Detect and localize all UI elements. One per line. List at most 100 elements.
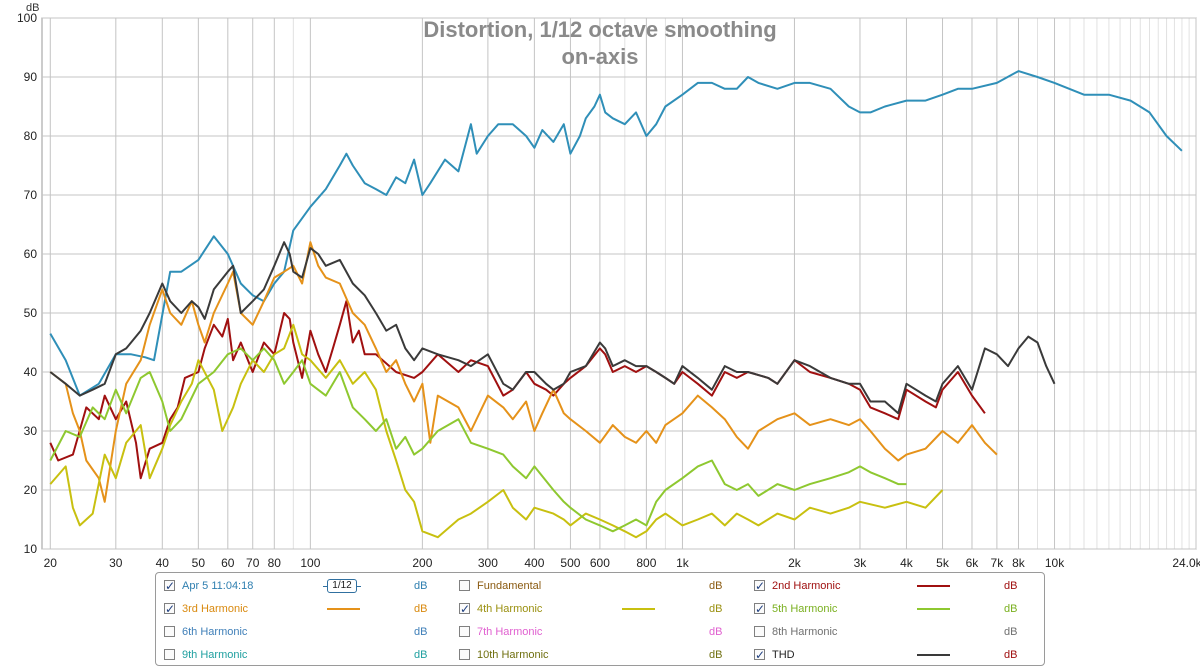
check-icon: ✓ [755,648,766,662]
series-line [49,347,907,533]
x-tick-label: 800 [636,556,656,570]
x-tick-label: 1k [676,556,690,570]
legend-unit: dB [414,603,428,615]
legend-checkbox[interactable] [459,626,470,637]
legend-checkbox[interactable] [164,649,175,660]
legend-label: 2nd Harmonic [772,580,841,592]
series-line [49,70,1183,397]
y-tick-label: 10 [24,542,38,556]
x-tick-label: 100 [300,556,320,570]
y-tick-label: 40 [24,365,38,379]
y-axis-unit: dB [26,2,39,14]
legend-item[interactable]: 8th Harmonic dB [754,623,1029,641]
x-tick-label: 20 [44,556,58,570]
legend-item[interactable]: ✓ 4th Harmonic dB [459,600,734,618]
x-tick-label: 10k [1045,556,1065,570]
legend-checkbox[interactable]: ✓ [754,579,765,593]
x-tick-label: 3k [854,556,868,570]
legend-checkbox[interactable] [754,626,765,637]
plot-background [41,17,1197,550]
legend-checkbox[interactable]: ✓ [164,602,175,616]
x-tick-label: 2k [788,556,802,570]
x-tick-label: 5k [936,556,950,570]
x-tick-label: 6k [966,556,980,570]
legend-label: 3rd Harmonic [182,603,249,615]
legend-checkbox[interactable] [459,580,470,591]
y-tick-label: 60 [24,247,38,261]
legend-item[interactable]: ✓ THD dB [754,646,1029,664]
legend-checkbox[interactable]: ✓ [754,648,765,662]
legend-item[interactable]: 7th Harmonic dB [459,623,734,641]
legend-item[interactable]: ✓ 5th Harmonic dB [754,600,1029,618]
legend-unit: dB [709,603,723,615]
legend-swatch [622,608,655,610]
y-tick-label: 20 [24,483,38,497]
y-tick-label: 30 [24,424,38,438]
legend-item[interactable]: ✓ Apr 5 11:04:18 1/12 dB [164,577,439,595]
legend-checkbox[interactable] [164,626,175,637]
chart-subtitle: on-axis [561,44,638,69]
legend-label: 8th Harmonic [772,626,838,638]
chart-title: Distortion, 1/12 octave smoothing [423,17,776,42]
distortion-chart: 10 20 30 40 50 60 70 80 90 100 20 30 40 50 60 70 80 100 20… [17,2,1200,570]
legend-label: 9th Harmonic [182,649,248,661]
legend-item[interactable]: 6th Harmonic dB [164,623,439,641]
legend-swatch [917,608,950,610]
x-tick-label: 50 [192,556,206,570]
legend-item[interactable]: ✓ 2nd Harmonic dB [754,577,1029,595]
legend-label: 5th Harmonic [772,603,838,615]
series-line [49,323,944,539]
legend-unit: dB [1004,603,1018,615]
legend-unit: dB [1004,626,1018,638]
check-icon: ✓ [460,602,471,616]
legend-unit: dB [1004,649,1018,661]
legend-unit: dB [1004,580,1018,592]
legend-label: Fundamental [477,580,542,592]
legend-item[interactable]: Fundamental dB [459,577,734,595]
check-icon: ✓ [755,602,766,616]
legend-checkbox[interactable]: ✓ [754,602,765,616]
check-icon: ✓ [165,579,176,593]
x-tick-label: 30 [109,556,123,570]
legend-swatch [327,608,360,610]
legend-unit: dB [414,649,428,661]
x-tick-label: 4k [900,556,914,570]
legend-unit: dB [709,626,723,638]
legend-swatch [917,585,950,587]
y-tick-label: 90 [24,70,38,84]
x-tick-label: 200 [412,556,432,570]
x-tick-label: 500 [560,556,580,570]
smoothing-badge[interactable]: 1/12 [323,579,361,593]
legend-unit: dB [414,580,428,592]
legend-label: 6th Harmonic [182,626,248,638]
x-tick-label: 400 [524,556,544,570]
legend-label: THD [772,649,795,661]
legend-item[interactable]: 9th Harmonic dB [164,646,439,664]
legend-label: Apr 5 11:04:18 [182,580,254,592]
tick-labels: 10 20 30 40 50 60 70 80 90 100 20 30 40 50 60 70 80 100 20… [17,11,1200,570]
legend-item[interactable]: ✓ 3rd Harmonic dB [164,600,439,618]
legend-checkbox[interactable]: ✓ [459,602,470,616]
legend-label: 10th Harmonic [477,649,549,661]
check-icon: ✓ [755,579,766,593]
series-line [49,241,1056,415]
series-line [49,241,998,503]
x-tick-label: 70 [246,556,260,570]
legend-unit: dB [709,649,723,661]
legend-checkbox[interactable]: ✓ [164,579,175,593]
x-tick-label: 60 [221,556,235,570]
legend-swatch [917,654,950,656]
y-tick-label: 100 [17,11,37,25]
legend-panel: ✓ Apr 5 11:04:18 1/12 dB Fundamental dB ✓ 2nd H… [155,572,1045,666]
y-tick-label: 70 [24,188,38,202]
x-tick-label: 24.0k Hz [1172,556,1200,570]
y-tick-label: 50 [24,306,38,320]
x-tick-label: 40 [156,556,170,570]
legend-unit: dB [414,626,428,638]
series-layer [49,70,1183,539]
x-tick-label: 600 [590,556,610,570]
legend-checkbox[interactable] [459,649,470,660]
x-tick-label: 80 [268,556,282,570]
legend-label: 4th Harmonic [477,603,543,615]
legend-item[interactable]: 10th Harmonic dB [459,646,734,664]
